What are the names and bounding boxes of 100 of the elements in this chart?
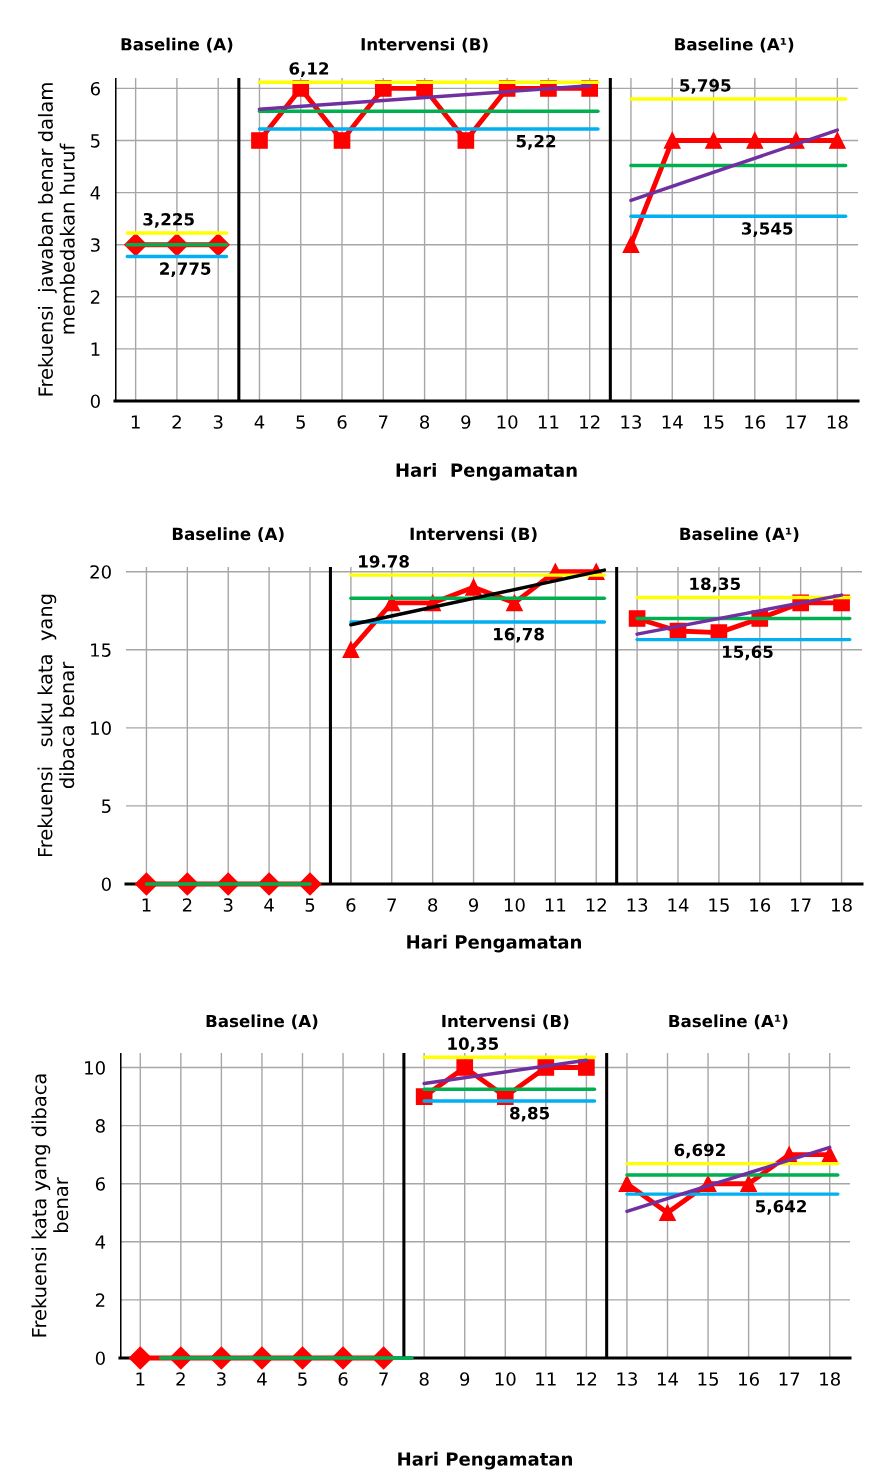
x-tick-label: 4 [257, 1372, 267, 1386]
y-tick-label: 8 [95, 1119, 105, 1133]
x-tick-label: 15 [698, 1372, 718, 1386]
y-tick-label: 6 [95, 1177, 105, 1191]
x-tick-label: 8 [428, 898, 438, 912]
annotation: 19.78 [359, 555, 409, 568]
x-tick-label: 13 [617, 1372, 637, 1386]
y-tick-label: 0 [101, 877, 111, 892]
annotation: 18,35 [690, 577, 740, 593]
x-tick-label: 15 [704, 415, 724, 429]
x-tick-label: 8 [420, 415, 430, 429]
x-tick-label: 12 [586, 898, 606, 912]
x-tick-label: 18 [827, 415, 848, 429]
x-tick-label: 3 [223, 898, 233, 912]
x-axis-title: Hari Pengamatan [407, 934, 581, 953]
y-tick-label: 1 [91, 342, 100, 356]
x-tick-label: 2 [172, 415, 181, 429]
annotation: 10,35 [448, 1037, 499, 1053]
x-tick-label: 17 [786, 415, 807, 429]
x-tick-label: 15 [709, 898, 729, 912]
x-tick-label: 16 [745, 415, 766, 429]
y-tick-label: 5 [102, 799, 111, 814]
x-tick-label: 1 [136, 1372, 145, 1386]
x-tick-label: 7 [379, 1372, 388, 1386]
x-tick-label: 5 [305, 898, 315, 912]
x-tick-label: 18 [820, 1372, 840, 1386]
x-tick-label: 17 [791, 898, 811, 912]
x-tick-label: 9 [460, 1372, 470, 1386]
y-tick-label: 20 [90, 565, 111, 579]
x-tick-label: 5 [298, 1372, 307, 1386]
x-tick-label: 3 [217, 1372, 226, 1386]
x-tick-label: 11 [545, 898, 566, 912]
x-tick-label: 11 [538, 415, 559, 429]
x-tick-label: 1 [131, 415, 140, 429]
annotation: 3,225 [143, 212, 194, 228]
annotation: 6,12 [289, 62, 329, 77]
x-tick-label: 11 [536, 1372, 556, 1386]
y-axis-title: Frekuensi jawaban benar dalam membedakan huruf [37, 83, 75, 396]
y-tick-label: 10 [91, 721, 111, 735]
y-tick-label: 6 [90, 81, 100, 96]
annotation: 5,22 [516, 134, 556, 150]
annotation: 16,78 [494, 627, 544, 643]
text: Baseline (A¹) [675, 37, 794, 53]
x-tick-label: 17 [779, 1372, 800, 1386]
x-tick-label: 14 [662, 415, 683, 429]
text: Baseline (A) [172, 527, 284, 543]
x-tick-label: 5 [296, 415, 305, 429]
x-tick-label: 14 [658, 1372, 678, 1386]
text: Baseline (A) [206, 1014, 318, 1030]
text: Intervensi (B) [410, 527, 537, 543]
x-tick-label: 10 [504, 898, 525, 912]
x-tick-label: 6 [337, 415, 347, 429]
x-tick-label: 16 [739, 1372, 759, 1386]
x-tick-label: 8 [419, 1372, 429, 1386]
x-tick-label: 12 [580, 415, 600, 429]
x-axis-title: Hari Pengamatan [398, 1451, 572, 1470]
text: Intervensi (B) [361, 37, 488, 53]
annotation: 2,775 [160, 262, 211, 278]
x-tick-label: 6 [338, 1372, 348, 1386]
x-tick-label: 6 [346, 898, 356, 912]
x-tick-label: 3 [213, 415, 223, 429]
x-tick-label: 2 [182, 898, 192, 912]
x-tick-label: 7 [379, 415, 388, 429]
y-tick-label: 4 [95, 1235, 106, 1249]
annotation: 6,692 [674, 1143, 725, 1159]
x-tick-label: 2 [176, 1372, 185, 1386]
x-tick-label: 13 [627, 898, 648, 912]
x-axis-title: Hari Pengamatan [396, 462, 577, 481]
y-tick-label: 5 [91, 134, 100, 148]
x-tick-label: 14 [668, 898, 689, 912]
x-tick-label: 10 [497, 415, 518, 429]
x-tick-label: 7 [387, 898, 396, 912]
text: Baseline (A) [121, 37, 233, 53]
x-tick-label: 9 [468, 898, 479, 912]
x-tick-label: 12 [576, 1372, 597, 1386]
text: Intervensi (B) [442, 1014, 569, 1030]
text: Baseline (A¹) [680, 527, 799, 543]
y-tick-label: 4 [90, 186, 101, 200]
y-tick-label: 0 [95, 1351, 105, 1366]
text: Baseline (A¹) [669, 1014, 788, 1030]
x-tick-label: 16 [750, 898, 771, 912]
annotation: 3,545 [741, 222, 793, 237]
y-axis-title: Frekuensi suku kata yang dibaca benar [37, 594, 75, 857]
y-tick-label: 10 [85, 1060, 105, 1075]
y-axis-title: Frekuensi kata yang dibaca benar [31, 1074, 69, 1337]
y-tick-label: 3 [91, 238, 100, 252]
annotation: 5,642 [755, 1199, 806, 1215]
y-tick-label: 0 [90, 394, 100, 409]
y-tick-label: 2 [95, 1293, 105, 1307]
x-tick-label: 4 [264, 898, 274, 912]
y-tick-label: 2 [90, 290, 100, 304]
annotation: 5,795 [680, 79, 731, 94]
y-tick-label: 15 [91, 643, 111, 657]
x-tick-label: 1 [142, 898, 151, 912]
x-tick-label: 13 [621, 415, 642, 429]
annotation: 8,85 [510, 1106, 550, 1122]
x-tick-label: 4 [254, 415, 265, 429]
x-tick-label: 10 [495, 1372, 516, 1386]
x-tick-label: 18 [832, 898, 852, 912]
x-tick-label: 9 [461, 415, 471, 429]
